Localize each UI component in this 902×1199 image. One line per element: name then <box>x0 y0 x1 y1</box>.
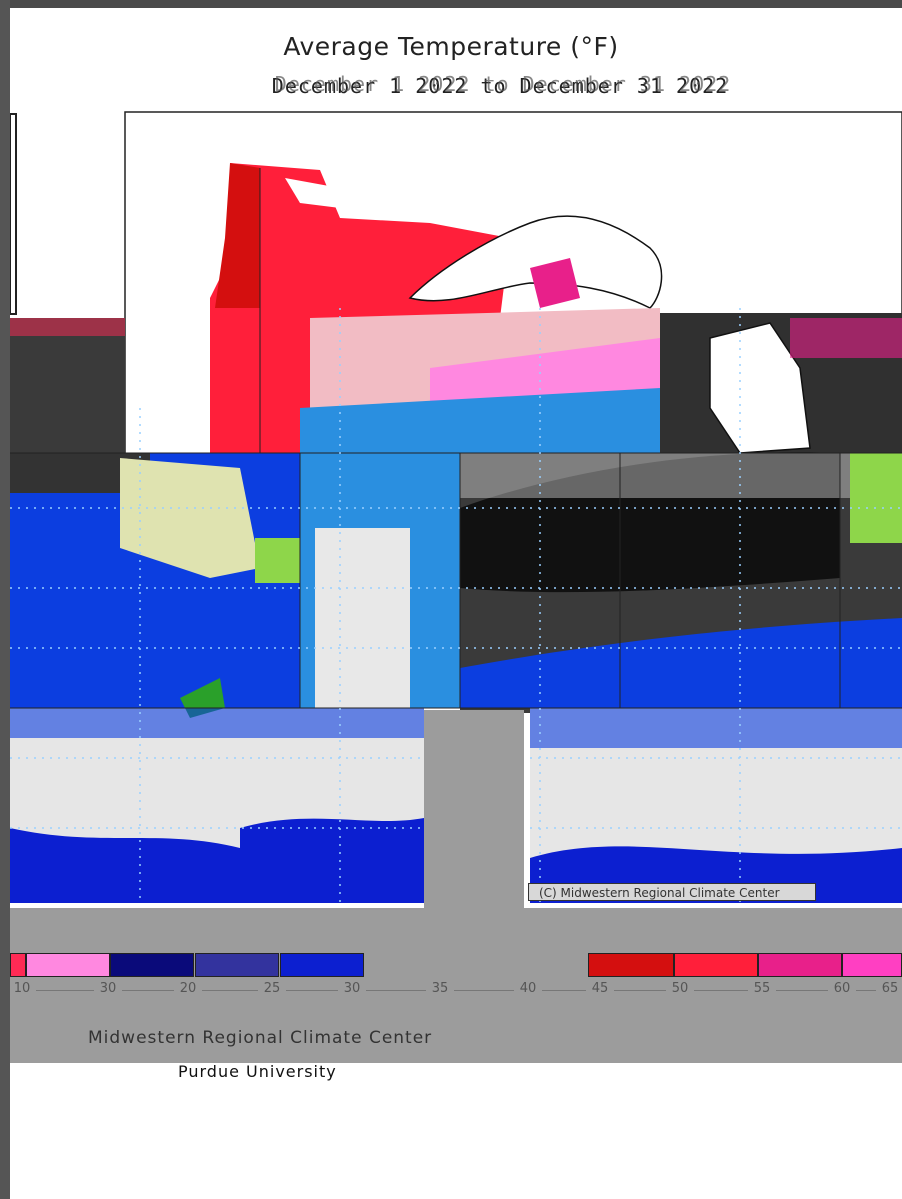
ohio-green-region <box>850 453 902 543</box>
university-label: Purdue University <box>178 1062 337 1081</box>
legend-tick-label: 45 <box>591 981 609 996</box>
green-region <box>255 538 300 583</box>
lake-superior <box>408 215 663 309</box>
map-panel-left <box>10 113 17 315</box>
legend-tick-label: 50 <box>671 981 689 996</box>
superior-shore-region <box>530 258 580 308</box>
legend-tick-line <box>856 990 876 991</box>
legend-tick-line <box>694 990 748 991</box>
legend-tick-line <box>614 990 666 991</box>
map-subtitle-text: December 1 2022 to December 31 2022 <box>271 74 729 98</box>
legend-swatch <box>10 953 26 977</box>
map-subtitle: December 1 2022 to December 31 2022 Dece… <box>140 72 860 98</box>
warm-region <box>210 163 510 453</box>
glitch-band-east <box>530 708 902 748</box>
legend-swatch <box>195 953 279 977</box>
glitch-stripe <box>790 318 902 358</box>
temperature-map <box>10 108 902 908</box>
legend-tick-label: 30 <box>99 981 117 996</box>
tennessee-region <box>10 828 240 903</box>
light-region <box>120 458 260 578</box>
glitch-band-lower <box>10 708 424 738</box>
top-frame-bar <box>10 0 902 8</box>
legend-tick-line <box>122 990 174 991</box>
legend-tick-label: 30 <box>343 981 361 996</box>
legend-swatch <box>588 953 674 977</box>
legend-swatch <box>110 953 194 977</box>
glitch-band <box>460 453 902 498</box>
legend-tick-line <box>286 990 338 991</box>
left-frame-bar <box>0 0 10 1199</box>
lower-michigan <box>709 322 811 454</box>
legend-swatch <box>674 953 758 977</box>
legend-swatch <box>758 953 842 977</box>
legend-tick-line <box>366 990 426 991</box>
legend-tick-label: 25 <box>263 981 281 996</box>
lat-lon-grid <box>10 308 902 903</box>
legend-tick-label: 35 <box>431 981 449 996</box>
legend-tick-label: 10 <box>13 981 31 996</box>
legend-tick-line <box>454 990 514 991</box>
map-canvas <box>10 111 902 903</box>
legend-tick-label: 60 <box>833 981 851 996</box>
legend-tick-label: 40 <box>519 981 537 996</box>
legend-band <box>10 908 902 1063</box>
legend-tick-line <box>36 990 94 991</box>
lake-region <box>285 178 340 208</box>
legend-tick-line <box>542 990 586 991</box>
legend-tick-line <box>776 990 828 991</box>
glitch-stripe-west <box>10 318 125 336</box>
south-region <box>240 818 424 903</box>
cool-region <box>300 388 660 453</box>
west-region <box>10 318 125 453</box>
legend-swatch <box>280 953 364 977</box>
map-credit: (C) Midwestern Regional Climate Center <box>528 883 816 901</box>
warmest-region <box>215 163 260 308</box>
legend-swatch <box>26 953 110 977</box>
gray-region <box>315 528 410 708</box>
legend-tick-line <box>202 990 258 991</box>
organization-label: Midwestern Regional Climate Center <box>88 1028 433 1048</box>
state-borders <box>10 168 902 709</box>
map-title: Average Temperature (°F) <box>283 32 619 61</box>
map-subtitle-ghost: December 1 2022 to December 31 2022 <box>274 72 732 96</box>
missing-data-region <box>424 710 524 910</box>
south-cold-region <box>460 618 902 708</box>
legend-swatch <box>842 953 902 977</box>
legend-tick-label: 20 <box>179 981 197 996</box>
coldest-region <box>460 452 840 593</box>
legend-tick-label: 65 <box>881 981 899 996</box>
legend-tick-label: 55 <box>753 981 771 996</box>
